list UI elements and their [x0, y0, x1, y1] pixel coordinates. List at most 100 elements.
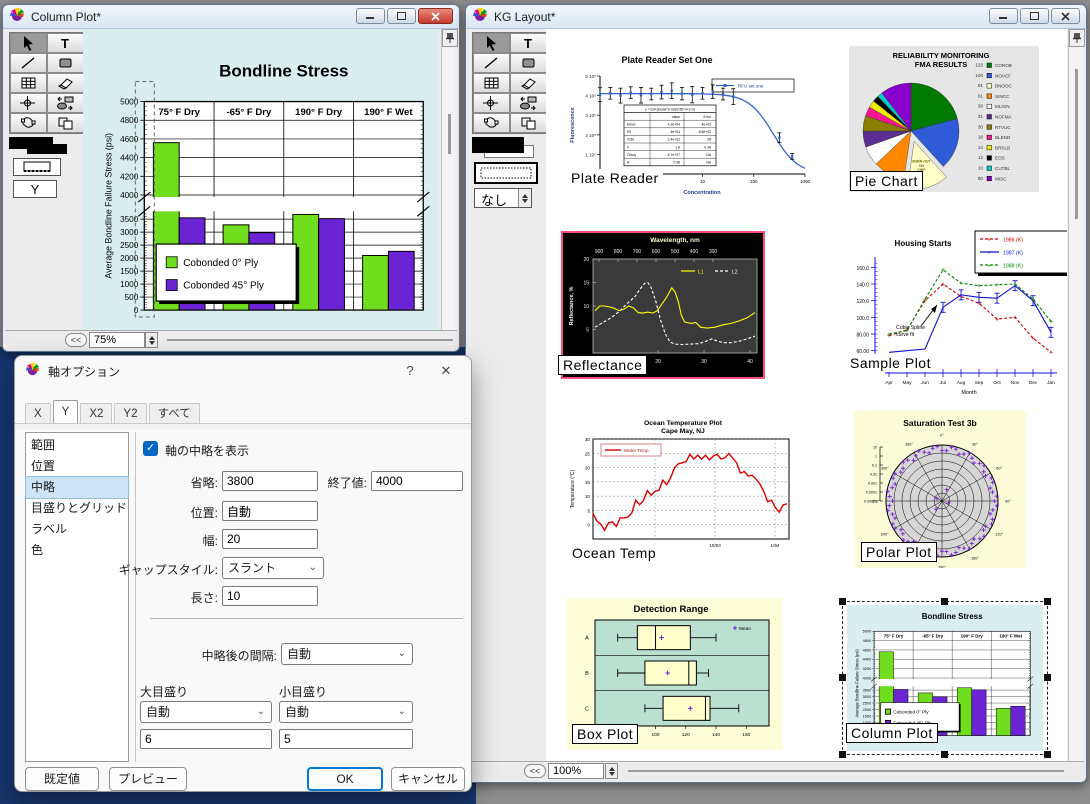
table-tool[interactable] [10, 73, 47, 93]
thumbnail-label[interactable]: Reflectance [558, 355, 647, 375]
horizontal-scrollbar[interactable] [167, 339, 453, 341]
arrange-tool[interactable] [47, 93, 84, 113]
axis-category-item[interactable]: ラベル [26, 519, 128, 540]
eraser-tool[interactable] [510, 73, 547, 93]
column-plot-canvas[interactable]: Bondline Stress75° F Dry-65° F Dry190° F… [83, 29, 439, 330]
align-tool[interactable] [473, 93, 510, 113]
default-button[interactable]: 既定値 [25, 767, 99, 791]
thumbnail-label[interactable]: Sample Plot [846, 354, 935, 372]
text-tool[interactable]: T [47, 33, 84, 53]
eraser-tool[interactable] [47, 73, 84, 93]
length-input[interactable] [222, 586, 318, 606]
plot-frame-button[interactable] [13, 158, 61, 176]
lasso-tool[interactable] [473, 113, 510, 133]
polygon-tool[interactable] [47, 113, 84, 133]
y-axis-selector-button[interactable]: Y [13, 180, 57, 198]
selection-handle[interactable] [839, 751, 846, 758]
major-tick-count-input[interactable] [140, 729, 272, 749]
selection-handle[interactable] [1044, 674, 1051, 681]
thumbnail-label[interactable]: Box Plot [572, 724, 638, 744]
selection-handle[interactable] [1044, 598, 1051, 605]
plate-reader-chart[interactable]: Plate Reader Set One01 10⁵2 10⁵3 10⁵4 10… [562, 49, 832, 221]
arrange-tool[interactable] [510, 93, 547, 113]
close-button[interactable] [418, 8, 453, 24]
thumbnail-label[interactable]: Plate Reader [567, 169, 663, 187]
line-tool[interactable] [10, 53, 47, 73]
position-input[interactable] [222, 501, 318, 521]
collapse-button[interactable]: << [65, 333, 87, 347]
zoom-spinner[interactable] [145, 332, 158, 348]
help-button[interactable]: ? [395, 360, 425, 382]
arrow-style-spinner[interactable] [518, 189, 531, 207]
polygon-tool[interactable] [510, 113, 547, 133]
tab-すべて[interactable]: すべて [149, 403, 200, 423]
rectangle-tool[interactable] [47, 53, 84, 73]
collapse-button[interactable]: << [524, 764, 546, 778]
preview-button[interactable]: プレビュー [109, 767, 187, 791]
column-plot-titlebar[interactable]: Column Plot* [3, 5, 459, 29]
pointer-tool[interactable] [10, 33, 47, 53]
axis-category-item[interactable]: 目盛りとグリッド [26, 498, 128, 519]
close-button[interactable] [1051, 8, 1080, 24]
selection-handle[interactable] [1044, 751, 1051, 758]
thumbnail-label[interactable]: Polar Plot [861, 542, 937, 562]
pointer-tool[interactable] [473, 33, 510, 53]
pushpin-button[interactable] [442, 29, 458, 47]
line-style-button[interactable] [474, 162, 538, 184]
ok-button[interactable]: OK [307, 767, 383, 791]
thumbnail-label[interactable]: Ocean Temp [568, 544, 660, 562]
vertical-scroll-thumb[interactable] [1075, 69, 1078, 219]
vertical-scroll-thumb[interactable] [448, 114, 451, 154]
post-break-select[interactable]: 自動⌄ [281, 643, 413, 665]
tab-X2[interactable]: X2 [80, 403, 112, 423]
kg-layout-titlebar[interactable]: KG Layout* [466, 5, 1086, 29]
tab-Y[interactable]: Y [53, 400, 79, 423]
width-input[interactable] [222, 529, 318, 549]
minor-tick-select[interactable]: 自動⌄ [279, 701, 413, 723]
axis-category-item[interactable]: 中略 [26, 477, 128, 498]
minimize-button[interactable] [989, 8, 1018, 24]
vertical-scrollbar[interactable] [1068, 29, 1084, 761]
kg-layout-canvas[interactable]: Plate Reader Set One01 10⁵2 10⁵3 10⁵4 10… [546, 29, 1067, 761]
svg-text:100: 100 [975, 73, 983, 78]
rectangle-tool[interactable] [510, 53, 547, 73]
zoom-level[interactable]: 100% [548, 763, 604, 779]
gap-style-select[interactable]: スラント⌄ [222, 557, 324, 579]
dialog-close-button[interactable]: ✕ [431, 360, 461, 382]
text-tool[interactable]: T [510, 33, 547, 53]
show-break-checkbox[interactable]: ✓ [143, 441, 158, 456]
selection-handle[interactable] [941, 598, 948, 605]
align-tool[interactable] [10, 93, 47, 113]
vertical-scrollbar[interactable] [441, 29, 457, 330]
maximize-button[interactable] [1020, 8, 1049, 24]
line-tool[interactable] [473, 53, 510, 73]
minimize-button[interactable] [356, 8, 385, 24]
table-tool[interactable] [473, 73, 510, 93]
tab-X[interactable]: X [25, 403, 51, 423]
style-swatch[interactable] [9, 137, 71, 155]
maximize-button[interactable] [387, 8, 416, 24]
major-tick-select[interactable]: 自動⌄ [140, 701, 272, 723]
selection-handle[interactable] [941, 751, 948, 758]
zoom-level[interactable]: 75% [89, 332, 145, 348]
thumbnail-label[interactable]: Pie Chart [850, 171, 923, 191]
tab-Y2[interactable]: Y2 [114, 403, 146, 423]
selection-handle[interactable] [839, 598, 846, 605]
cancel-button[interactable]: キャンセル [391, 767, 465, 791]
omit-input[interactable] [222, 471, 318, 491]
bondline-chart[interactable]: Bondline Stress75° F Dry-65° F Dry190° F… [96, 49, 439, 330]
ocean-temp-chart[interactable]: Ocean Temperature PlotCape May, NJ051015… [563, 413, 805, 565]
axis-category-item[interactable]: 色 [26, 540, 128, 561]
arrow-style-selector[interactable]: なし [474, 188, 532, 208]
horizontal-scrollbar[interactable] [628, 770, 1064, 772]
end-value-input[interactable] [371, 471, 463, 491]
axis-category-item[interactable]: 範囲 [26, 435, 128, 456]
pushpin-button[interactable] [1069, 29, 1085, 47]
lasso-tool[interactable] [10, 113, 47, 133]
minor-tick-count-input[interactable] [279, 729, 413, 749]
thumbnail-label[interactable]: Column Plot [846, 723, 938, 743]
axis-category-item[interactable]: 位置 [26, 456, 128, 477]
selection-handle[interactable] [839, 674, 846, 681]
zoom-spinner[interactable] [605, 763, 618, 779]
fill-pen-swatch[interactable] [472, 137, 540, 159]
